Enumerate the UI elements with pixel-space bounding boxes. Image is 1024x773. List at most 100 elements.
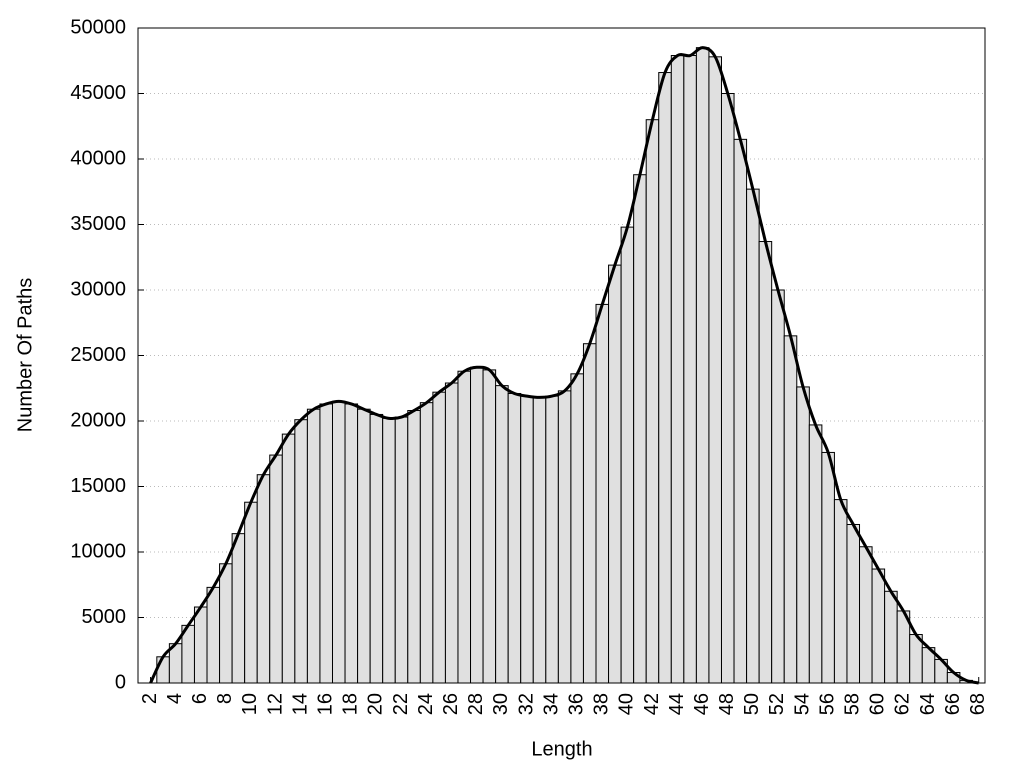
bar: [407, 410, 421, 684]
bar: [859, 546, 873, 684]
bar: [557, 390, 572, 684]
bar: [645, 119, 660, 684]
x-tick-label: 12: [264, 693, 286, 715]
x-tick-label: 54: [791, 693, 813, 715]
x-tick-label: 64: [917, 693, 939, 715]
y-tick-label: 45000: [70, 82, 126, 104]
bar: [545, 395, 559, 684]
x-tick-label: 24: [415, 693, 437, 715]
x-tick-label: 48: [716, 693, 738, 715]
x-tick-label: 10: [239, 693, 261, 715]
x-tick-label: 60: [867, 693, 889, 715]
bar: [532, 396, 547, 684]
bar: [244, 501, 258, 684]
x-tick-label: 58: [842, 693, 864, 715]
x-tick-label: 8: [214, 693, 236, 704]
y-axis-label: Number Of Paths: [14, 278, 36, 433]
bar: [156, 656, 170, 684]
bar: [670, 55, 685, 684]
bar: [319, 403, 333, 684]
y-tick-label: 5000: [82, 606, 127, 628]
bar: [206, 586, 221, 684]
y-tick-label: 20000: [70, 409, 126, 431]
bar: [720, 93, 735, 684]
bar: [821, 451, 835, 684]
bar: [771, 289, 785, 684]
bar: [357, 408, 371, 684]
y-tick-label: 0: [115, 671, 126, 693]
bar: [394, 416, 409, 684]
bar: [219, 563, 233, 684]
bar: [419, 402, 434, 684]
x-tick-label: 26: [440, 693, 462, 715]
plot-frame: [137, 27, 986, 684]
bar: [344, 403, 359, 684]
bar: [595, 303, 610, 684]
x-tick-label: 68: [967, 693, 989, 715]
bar: [457, 370, 472, 684]
bar: [833, 499, 848, 684]
bar: [369, 413, 384, 684]
bar: [306, 408, 321, 684]
x-tick-label: 18: [340, 693, 362, 715]
x-tick-label: 4: [164, 693, 186, 704]
x-tick-label: 40: [616, 693, 638, 715]
smooth-line: [149, 46, 980, 685]
x-tick-label: 34: [540, 693, 562, 715]
x-tick-label: 52: [766, 693, 788, 715]
x-tick-label: 62: [892, 693, 914, 715]
x-tick-label: 20: [365, 693, 387, 715]
x-tick-label: 2: [139, 693, 161, 704]
x-tick-label: 14: [289, 693, 311, 715]
bar: [482, 369, 497, 684]
bar: [231, 533, 246, 684]
bar: [695, 47, 710, 684]
x-tick-label: 42: [641, 693, 663, 715]
bar: [620, 226, 635, 684]
x-tick-label: 28: [465, 693, 487, 715]
bar: [382, 417, 396, 684]
bar: [633, 174, 647, 684]
bar: [658, 72, 672, 684]
bar: [331, 400, 346, 684]
bar: [746, 188, 760, 684]
bar: [444, 382, 459, 684]
bar: [570, 373, 584, 684]
bar: [884, 590, 898, 684]
bar: [733, 138, 748, 684]
bar: [269, 454, 283, 684]
x-tick-label: 30: [490, 693, 512, 715]
y-tick-label: 40000: [70, 147, 126, 169]
y-tick-label: 10000: [70, 540, 126, 562]
bar: [507, 392, 522, 684]
bar: [520, 395, 534, 684]
y-tick-label: 15000: [70, 475, 126, 497]
bar: [281, 433, 296, 684]
x-axis-label: Length: [531, 738, 592, 760]
x-tick-label: 36: [565, 693, 587, 715]
x-tick-label: 38: [591, 693, 613, 715]
bar: [783, 335, 798, 684]
x-tick-label: 46: [691, 693, 713, 715]
bar: [256, 474, 271, 684]
bar: [432, 391, 446, 684]
bar: [683, 55, 697, 684]
y-tick-label: 30000: [70, 278, 126, 300]
x-tick-label: 44: [666, 693, 688, 715]
x-tick-label: 32: [515, 693, 537, 715]
bar: [495, 385, 509, 684]
y-tick-label: 35000: [70, 213, 126, 235]
y-tick-label: 50000: [70, 16, 126, 38]
x-tick-label: 56: [816, 693, 838, 715]
bar: [708, 56, 722, 684]
bar: [193, 606, 208, 684]
bar: [871, 568, 886, 684]
bar: [470, 366, 484, 684]
bar: [796, 386, 810, 684]
x-tick-label: 50: [741, 693, 763, 715]
bar: [294, 419, 308, 684]
bar: [582, 343, 597, 684]
x-tick-label: 6: [189, 693, 211, 704]
y-tick-label: 25000: [70, 344, 126, 366]
